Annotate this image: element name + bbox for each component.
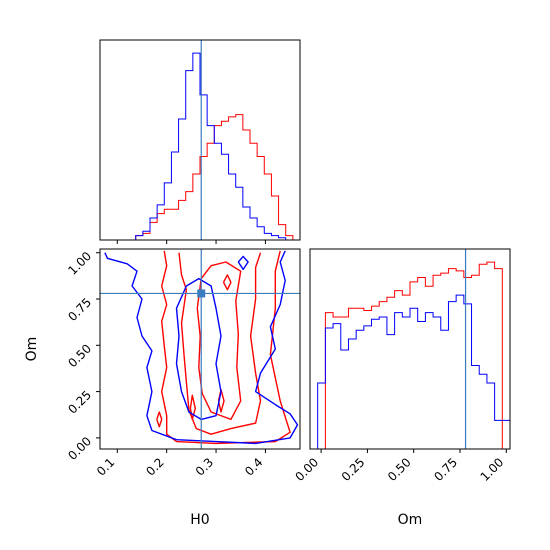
truth-point-marker: [197, 289, 206, 298]
contour-3: [196, 261, 242, 421]
contour-1: [161, 250, 291, 445]
om-marginal-frame: [309, 248, 511, 450]
om-histograms: [310, 261, 511, 450]
contour-2: [178, 252, 262, 435]
h0-marginal-frame: [99, 39, 301, 241]
contour-10: [237, 255, 249, 271]
x-axis-label-om: Om: [398, 512, 423, 528]
h0-marginal-x-ticks: [116, 240, 266, 244]
joint-frame: [99, 248, 301, 450]
h0-marginal-panel: [99, 39, 301, 244]
contour-5: [189, 394, 196, 421]
om-histogram-1: [310, 261, 510, 450]
contour-6: [156, 411, 163, 428]
x-axis-label-h0: H0: [190, 512, 209, 528]
y-axis-label-om: Om: [24, 337, 40, 362]
contour-8: [104, 250, 299, 445]
h0-histogram-1: [100, 114, 300, 241]
om-histogram-2: [310, 294, 511, 450]
contour-7: [222, 274, 232, 291]
h0-histograms: [100, 52, 300, 241]
h0-histogram-2: [100, 52, 300, 241]
